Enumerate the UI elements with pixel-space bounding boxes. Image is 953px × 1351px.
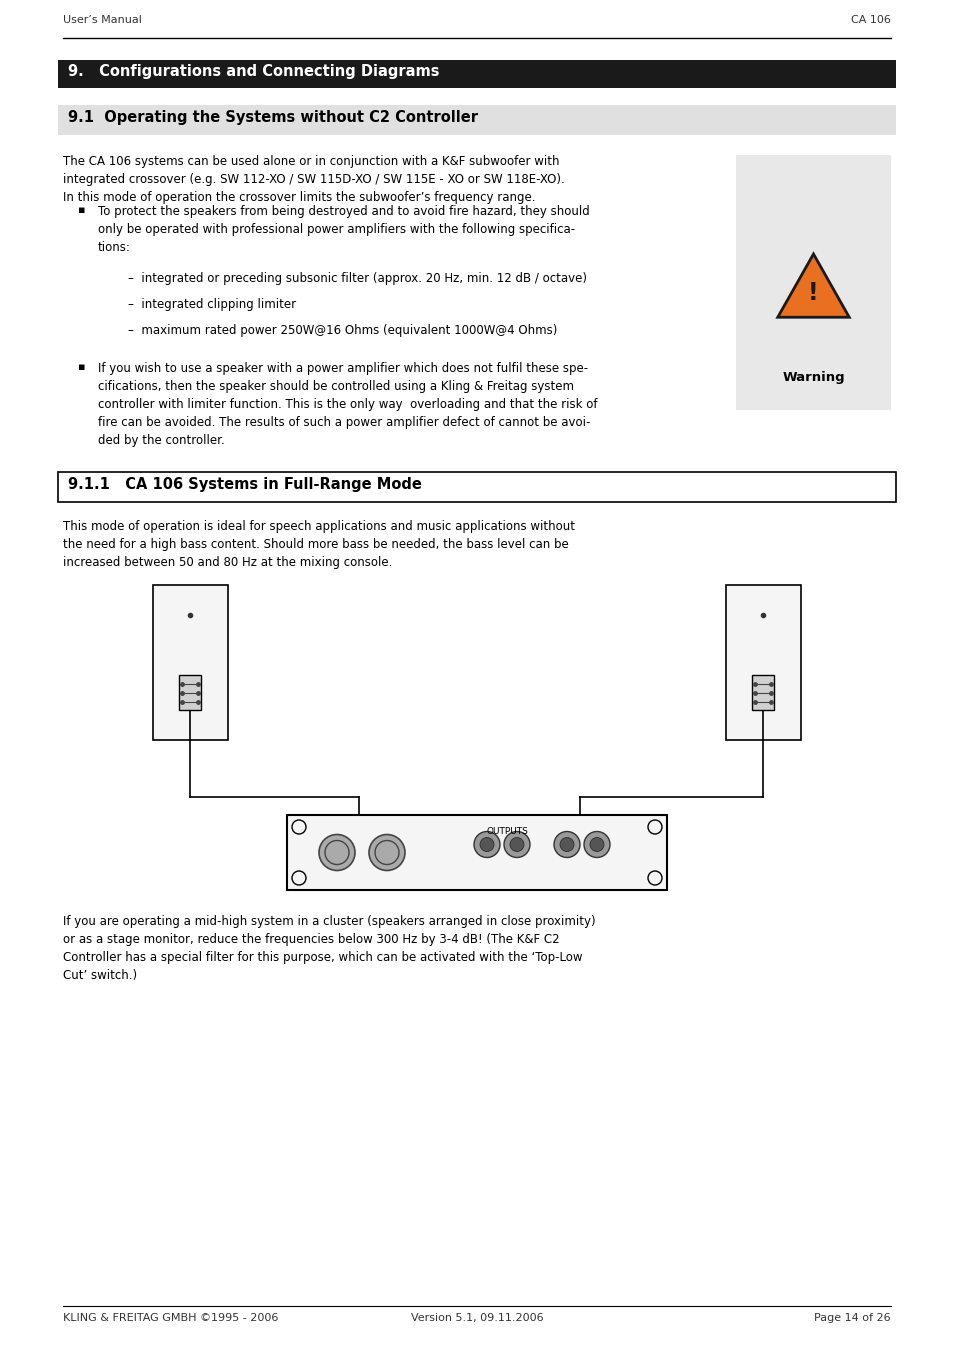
FancyBboxPatch shape <box>287 815 666 890</box>
FancyBboxPatch shape <box>58 59 895 88</box>
Text: User’s Manual: User’s Manual <box>63 15 142 26</box>
Text: 9.1  Operating the Systems without C2 Controller: 9.1 Operating the Systems without C2 Con… <box>68 109 477 126</box>
Text: –  maximum rated power 250W@16 Ohms (equivalent 1000W@4 Ohms): – maximum rated power 250W@16 Ohms (equi… <box>128 324 557 336</box>
Circle shape <box>589 838 603 851</box>
FancyBboxPatch shape <box>752 676 774 711</box>
Text: 9.1.1   CA 106 Systems in Full-Range Mode: 9.1.1 CA 106 Systems in Full-Range Mode <box>68 477 421 492</box>
Text: Page 14 of 26: Page 14 of 26 <box>814 1313 890 1323</box>
Text: Warning: Warning <box>781 372 844 385</box>
Text: OUTPUTS: OUTPUTS <box>485 828 527 836</box>
Text: –  integrated clipping limiter: – integrated clipping limiter <box>128 299 295 311</box>
Text: ▪: ▪ <box>78 205 86 215</box>
FancyBboxPatch shape <box>735 155 890 409</box>
Circle shape <box>369 835 405 870</box>
Text: KLING & FREITAG GMBH ©1995 - 2006: KLING & FREITAG GMBH ©1995 - 2006 <box>63 1313 278 1323</box>
Circle shape <box>559 838 574 851</box>
Circle shape <box>510 838 523 851</box>
Text: To protect the speakers from being destroyed and to avoid fire hazard, they shou: To protect the speakers from being destr… <box>98 205 589 254</box>
Text: –  integrated or preceding subsonic filter (approx. 20 Hz, min. 12 dB / octave): – integrated or preceding subsonic filte… <box>128 272 586 285</box>
Circle shape <box>583 831 609 858</box>
Text: CA 106: CA 106 <box>850 15 890 26</box>
FancyBboxPatch shape <box>58 105 895 135</box>
Text: 9.   Configurations and Connecting Diagrams: 9. Configurations and Connecting Diagram… <box>68 63 439 78</box>
Circle shape <box>479 838 494 851</box>
Text: !: ! <box>807 281 818 305</box>
FancyBboxPatch shape <box>179 676 201 711</box>
FancyBboxPatch shape <box>58 471 895 503</box>
Circle shape <box>474 831 499 858</box>
Text: ▪: ▪ <box>78 362 86 372</box>
FancyBboxPatch shape <box>152 585 228 740</box>
Circle shape <box>554 831 579 858</box>
Text: The CA 106 systems can be used alone or in conjunction with a K&F subwoofer with: The CA 106 systems can be used alone or … <box>63 155 564 204</box>
Text: If you wish to use a speaker with a power amplifier which does not fulfil these : If you wish to use a speaker with a powe… <box>98 362 597 447</box>
Polygon shape <box>777 254 848 317</box>
Text: Version 5.1, 09.11.2006: Version 5.1, 09.11.2006 <box>410 1313 543 1323</box>
Circle shape <box>503 831 530 858</box>
FancyBboxPatch shape <box>725 585 801 740</box>
Circle shape <box>318 835 355 870</box>
Text: This mode of operation is ideal for speech applications and music applications w: This mode of operation is ideal for spee… <box>63 520 575 569</box>
Text: If you are operating a mid-high system in a cluster (speakers arranged in close : If you are operating a mid-high system i… <box>63 915 595 982</box>
